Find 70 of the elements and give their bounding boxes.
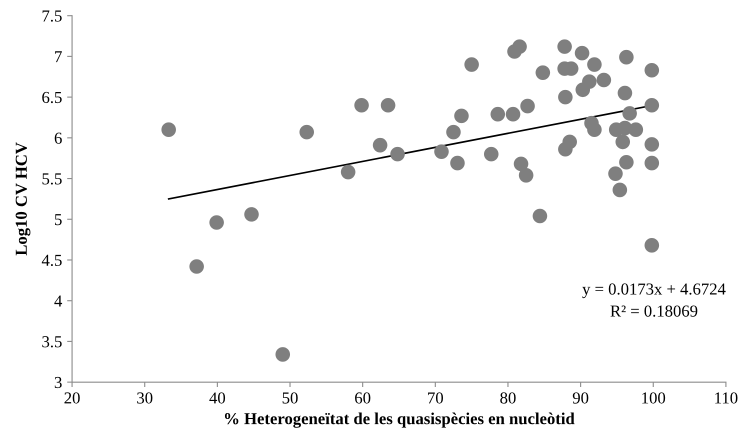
x-tick-label: 110 [715,392,738,404]
y-tick-label: 3 [54,376,62,388]
point [587,122,602,137]
point [490,106,506,122]
y-tick-label: 3.5 [42,336,62,348]
point [619,50,634,64]
y-tick-label: 7 [55,51,62,62]
point [209,215,224,230]
point [644,137,660,152]
point [587,57,602,72]
point [354,98,369,113]
point [454,108,469,124]
point [574,46,590,60]
point [484,146,499,162]
point [628,122,644,137]
x-tick-label: 80 [500,392,516,404]
point [612,182,628,198]
y-tick-label: 7.5 [42,10,62,22]
x-axis-title: % Heterogeneïtat de les quasispècies en nucleòtid [224,412,575,428]
x-tick-label: 60 [355,392,370,404]
point [576,82,590,98]
point [557,39,572,54]
point [644,238,660,253]
x-tick-label: 50 [282,392,298,404]
point [189,259,204,274]
point [434,144,449,159]
y-axis-title: Log10 CV HCV [16,142,30,256]
x-tick-label: 40 [209,392,226,404]
point [608,166,623,181]
point [644,62,660,78]
point [514,156,528,172]
annotation: y = 0.0173x + 4.6724 [582,283,726,298]
point [558,142,573,157]
point [615,134,630,150]
y-tick-label: 5.5 [42,173,62,185]
annotation: R² = 0.18069 [610,305,698,317]
point [532,208,548,224]
point [618,86,632,100]
point [518,168,534,183]
point [380,98,396,113]
point [299,124,314,140]
y-tick-label: 6.5 [42,92,62,104]
point [644,98,660,113]
point [340,164,356,180]
point [644,156,660,170]
x-tick-label: 20 [64,392,80,404]
point [520,98,535,114]
point [446,124,461,140]
point [275,347,290,362]
point [512,39,527,54]
x-tick-label: 70 [428,392,444,404]
point [161,122,176,137]
point [596,72,612,88]
y-tick-label: 5 [54,214,62,226]
x-tick-label: 100 [642,392,666,404]
point [619,154,634,170]
point [372,138,388,152]
point [450,156,465,170]
point [622,106,637,121]
x-tick-label: 90 [572,392,588,404]
point [464,57,479,72]
y-tick-label: 4 [54,296,62,306]
point [244,207,259,222]
y-tick-label: 4.5 [42,254,62,266]
point [390,146,405,162]
point [506,106,520,122]
x-tick-label: 30 [137,392,152,404]
y-tick-label: 6 [54,132,62,144]
point [536,65,550,80]
point [558,90,573,104]
